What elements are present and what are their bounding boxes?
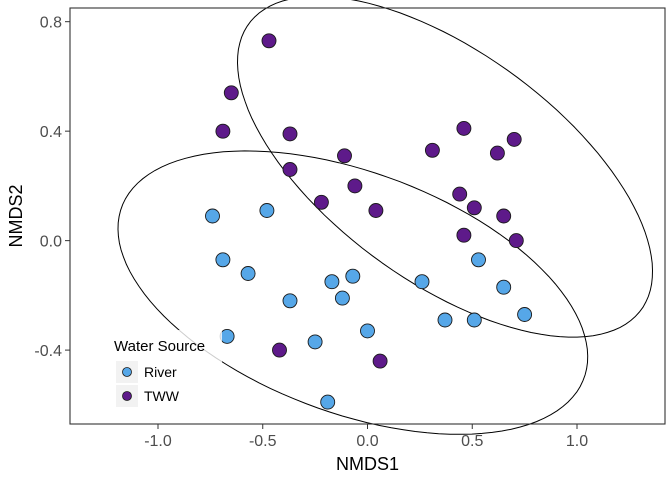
legend-key-river [122,367,132,377]
point-river [517,307,533,322]
point-tww [337,148,352,164]
legend: Water Source River TWW [110,330,222,410]
y-tick-label: -0.4 [34,343,62,360]
point-tww [424,142,440,158]
y-tick-label: 0.8 [40,15,62,32]
point-tww [368,203,384,218]
point-tww [313,194,329,210]
point-tww [466,200,482,216]
legend-label-tww: TWW [144,388,180,404]
point-river [471,252,486,268]
point-river [259,203,275,218]
point-tww [372,353,388,369]
point-tww [456,227,472,243]
point-river [334,290,350,306]
point-tww [456,120,472,136]
x-axis: -1.0 -0.5 0.0 0.5 1.0 [144,424,588,450]
legend-key-tww [122,391,132,401]
point-river [219,328,235,344]
point-river [320,394,336,410]
point-river [437,312,453,328]
y-tick-label: 0.4 [40,124,62,141]
legend-items: River TWW [116,361,180,407]
y-axis: -0.4 0.0 0.4 0.8 [34,15,70,360]
y-tick-label: 0.0 [40,234,62,251]
legend-label-river: River [144,364,177,380]
ellipse-layer [117,0,654,435]
point-tww [508,233,524,249]
y-axis-title: NMDS2 [6,184,26,247]
x-tick-label: 0.5 [461,433,483,450]
point-river [414,274,430,290]
point-tww [215,123,231,139]
point-river [345,268,361,284]
ellipse-tww [236,0,654,338]
point-river [466,312,482,328]
point-tww [347,178,363,194]
point-tww [489,145,505,161]
point-river [205,208,220,224]
point-tww [452,186,468,202]
x-axis-title: NMDS1 [336,454,399,474]
point-river [240,266,256,281]
point-river [282,293,298,309]
legend-title: Water Source [114,338,205,355]
point-river [307,334,323,350]
points-layer [205,33,533,410]
point-river [496,279,512,295]
point-tww [272,342,287,358]
x-tick-label: 0.0 [356,433,378,450]
ellipse-river [117,150,589,435]
point-tww [506,131,522,147]
point-tww [261,33,277,49]
point-river [215,252,231,268]
point-tww [496,208,512,224]
x-tick-label: -0.5 [249,433,277,450]
x-tick-label: -1.0 [144,433,172,450]
point-tww [282,162,298,177]
point-tww [223,85,239,101]
x-tick-label: 1.0 [566,433,588,450]
point-river [324,274,340,290]
point-river [360,323,375,339]
point-tww [282,126,298,142]
